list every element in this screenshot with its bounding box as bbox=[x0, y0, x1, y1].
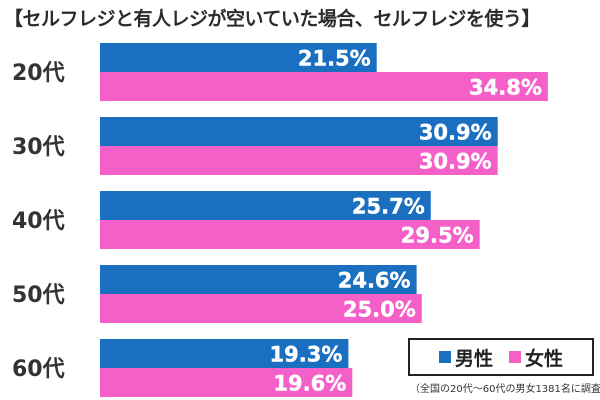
legend: 男性 女性 bbox=[408, 338, 594, 376]
category-label: 30代 bbox=[12, 135, 65, 160]
data-label: 25.7% bbox=[352, 195, 425, 219]
legend-swatch-female bbox=[509, 351, 521, 363]
data-label: 21.5% bbox=[298, 47, 371, 71]
data-label: 24.6% bbox=[338, 269, 411, 293]
bar-female bbox=[100, 146, 498, 175]
legend-label-female: 女性 bbox=[525, 347, 564, 370]
category-label: 50代 bbox=[12, 283, 65, 308]
bar-female bbox=[100, 294, 422, 323]
category-label: 20代 bbox=[12, 61, 65, 86]
chart-title: 【セルフレジと有人レジが空いていた場合、セルフレジを使う】 bbox=[4, 8, 540, 30]
bar-male bbox=[100, 265, 417, 294]
data-label: 30.9% bbox=[419, 121, 492, 145]
bar-female bbox=[100, 72, 548, 101]
data-label: 30.9% bbox=[419, 150, 492, 174]
bar-male bbox=[100, 117, 498, 146]
legend-label-male: 男性 bbox=[454, 347, 493, 370]
data-label: 25.0% bbox=[343, 298, 416, 322]
bar-female bbox=[100, 220, 480, 249]
bar-female bbox=[100, 368, 353, 397]
legend-item-female: 女性 bbox=[509, 344, 563, 371]
legend-item-male: 男性 bbox=[438, 344, 493, 371]
data-label: 29.5% bbox=[401, 224, 474, 248]
survey-note: （全国の20代～60代の男女1381名に調査） bbox=[410, 384, 600, 395]
category-label: 40代 bbox=[12, 209, 65, 234]
data-label: 19.3% bbox=[270, 343, 343, 367]
bar-male bbox=[100, 43, 377, 72]
bar-male bbox=[100, 339, 349, 368]
legend-swatch-male bbox=[438, 351, 451, 363]
data-label: 19.6% bbox=[273, 372, 346, 396]
bar-male bbox=[100, 191, 431, 220]
data-label: 34.8% bbox=[469, 76, 542, 100]
category-label: 60代 bbox=[12, 357, 65, 382]
